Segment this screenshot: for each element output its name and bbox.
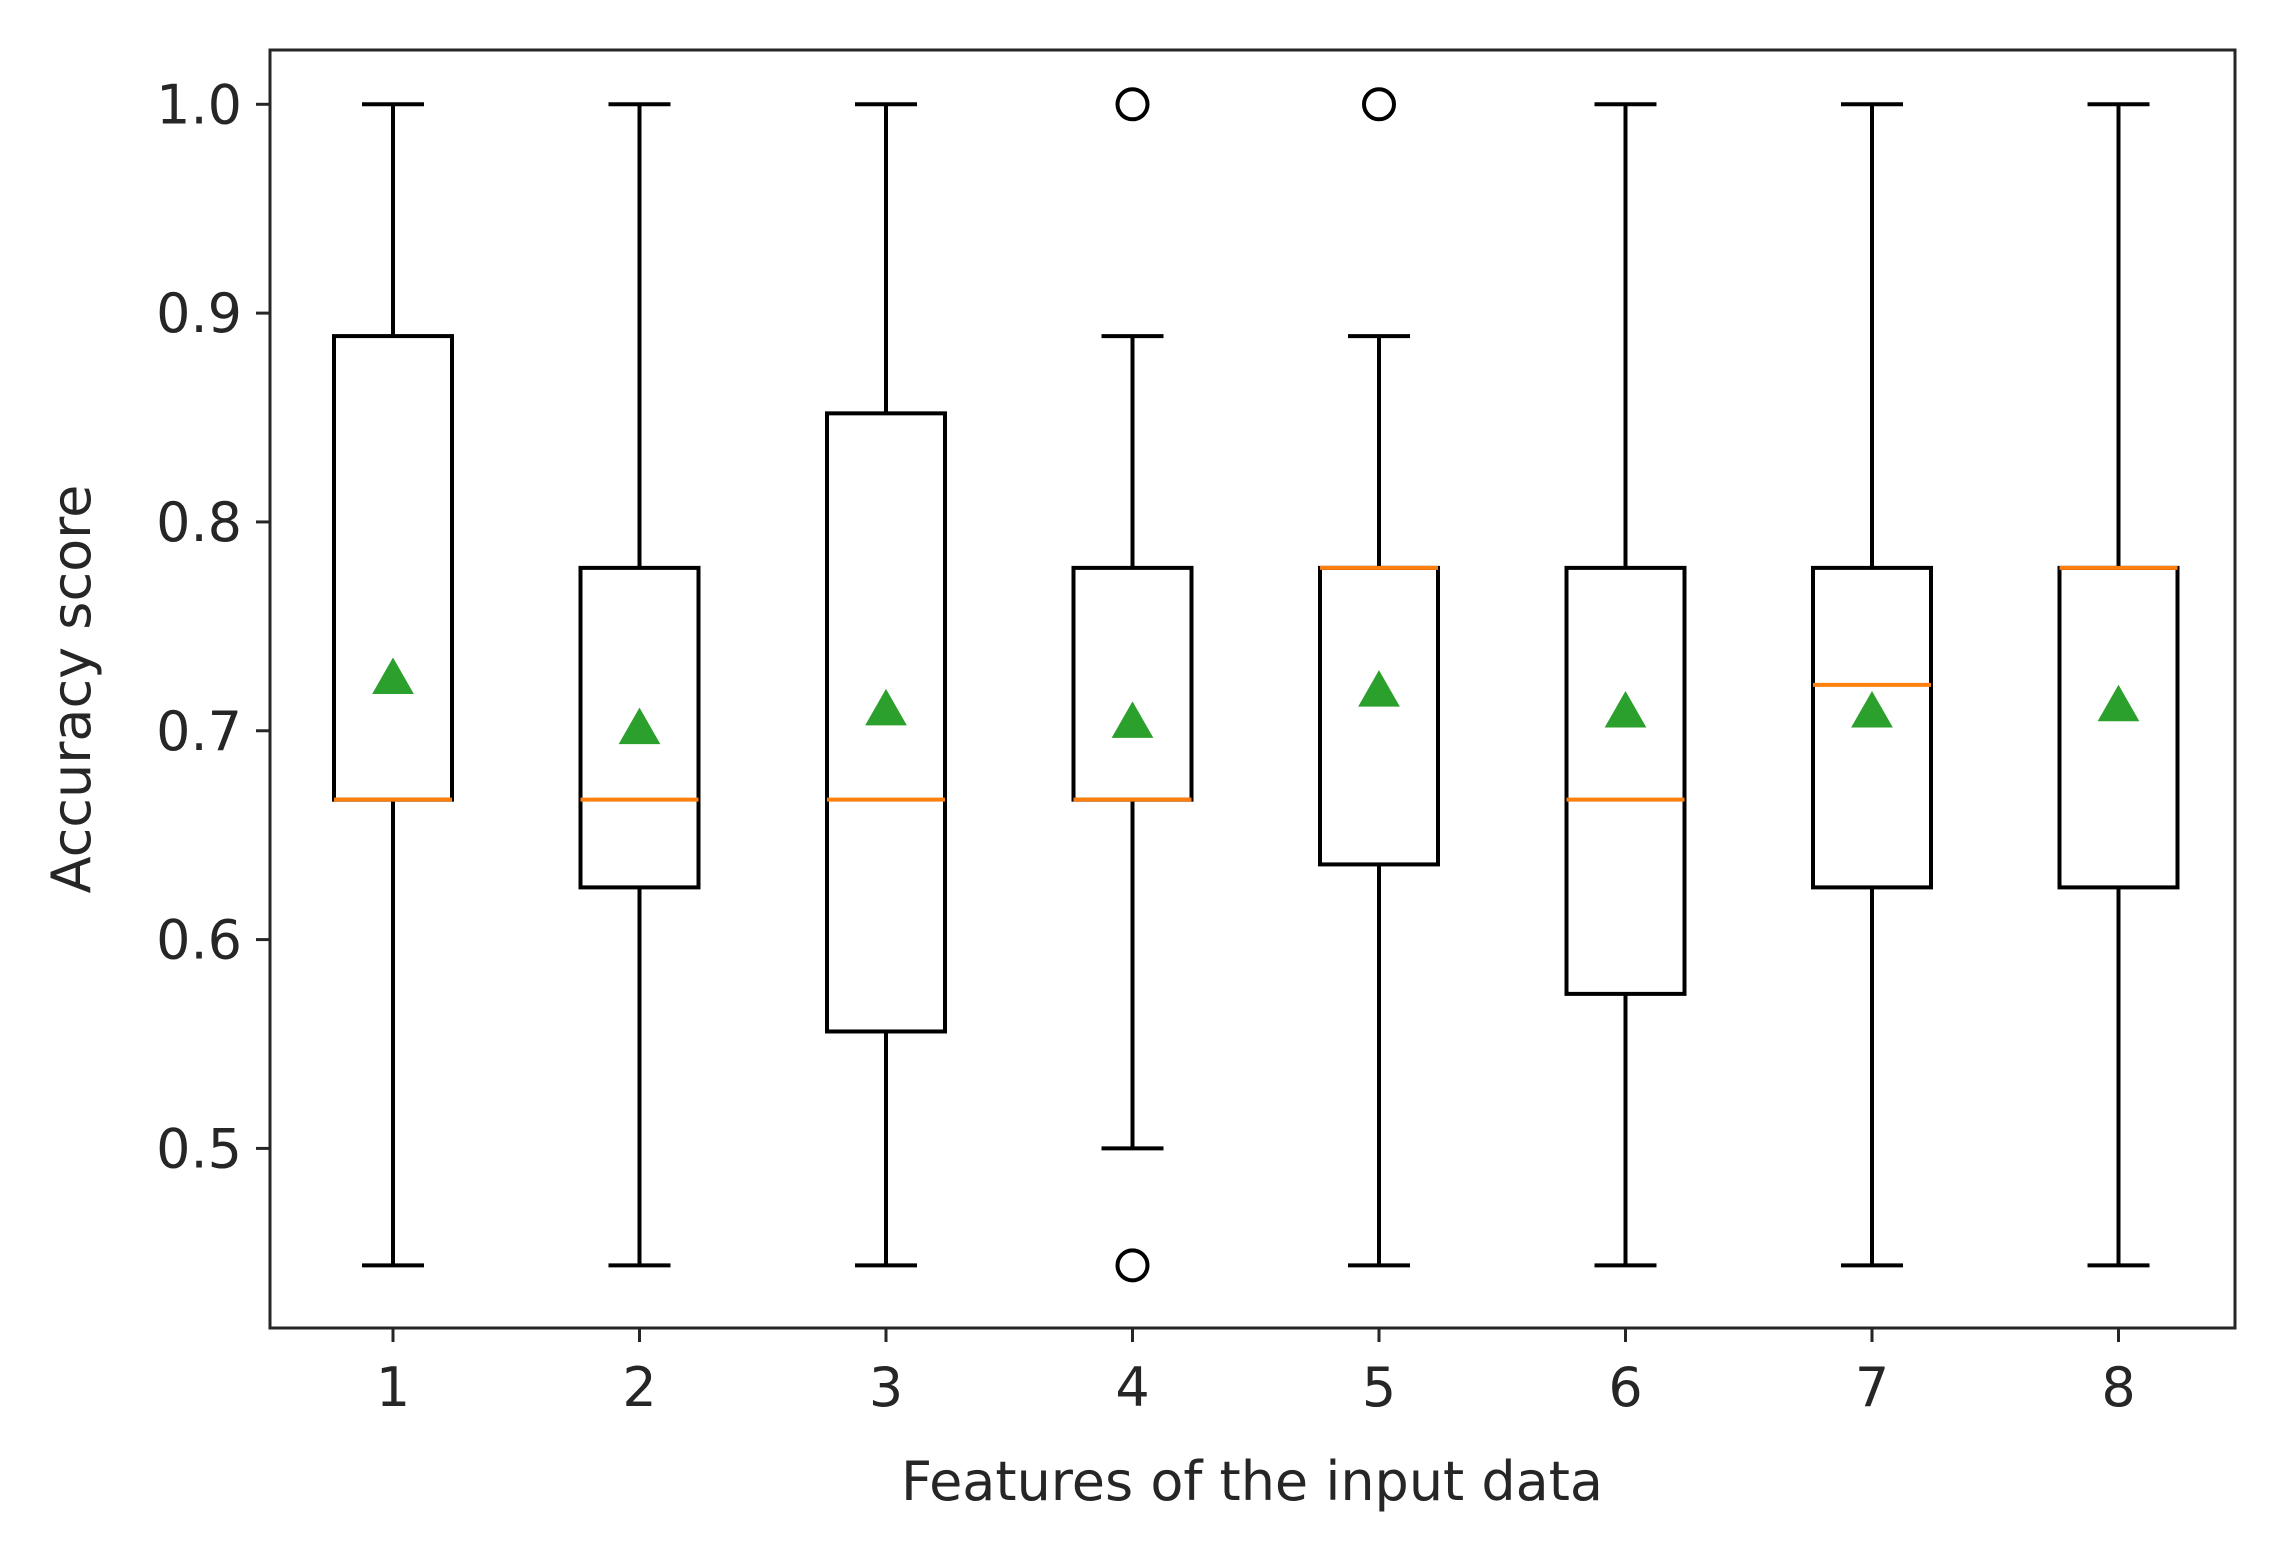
- plot-area: [334, 89, 2178, 1280]
- box-group-7: [1813, 104, 1931, 1265]
- box-group-6: [1567, 104, 1685, 1265]
- mean-marker: [866, 690, 906, 725]
- mean-marker: [1113, 702, 1153, 737]
- y-axis-label: Accuracy score: [40, 485, 103, 894]
- box-group-3: [827, 104, 945, 1265]
- x-axis-label: Features of the input data: [901, 1450, 1603, 1513]
- y-tick-label: 0.8: [156, 491, 242, 554]
- outlier-point: [1364, 89, 1394, 119]
- x-tick-label: 8: [2101, 1356, 2135, 1419]
- box-group-5: [1320, 89, 1438, 1265]
- y-tick-label: 0.5: [156, 1117, 242, 1180]
- mean-marker: [620, 709, 660, 744]
- box-group-4: [1074, 89, 1192, 1280]
- box: [1074, 568, 1192, 800]
- box: [334, 336, 452, 800]
- box: [1813, 568, 1931, 888]
- mean-marker: [2099, 686, 2139, 721]
- x-tick-label: 3: [869, 1356, 903, 1419]
- mean-marker: [1852, 692, 1892, 727]
- mean-marker: [1359, 671, 1399, 706]
- outlier-point: [1118, 1250, 1148, 1280]
- x-tick-label: 4: [1115, 1356, 1149, 1419]
- mean-marker: [373, 659, 413, 694]
- mean-marker: [1606, 692, 1646, 727]
- box: [1567, 568, 1685, 994]
- x-tick-label: 2: [622, 1356, 656, 1419]
- x-tick-label: 1: [376, 1356, 410, 1419]
- axes-frame: [270, 50, 2235, 1328]
- x-tick-label: 6: [1608, 1356, 1642, 1419]
- y-tick-label: 0.6: [156, 909, 242, 972]
- outlier-point: [1118, 89, 1148, 119]
- y-tick-label: 1.0: [156, 73, 242, 136]
- x-tick-label: 7: [1855, 1356, 1889, 1419]
- box-group-8: [2060, 104, 2178, 1265]
- box: [2060, 568, 2178, 888]
- x-tick-label: 5: [1362, 1356, 1396, 1419]
- box-group-2: [581, 104, 699, 1265]
- box-group-1: [334, 104, 452, 1265]
- box: [1320, 568, 1438, 865]
- y-tick-label: 0.9: [156, 282, 242, 345]
- y-tick-label: 0.7: [156, 700, 242, 763]
